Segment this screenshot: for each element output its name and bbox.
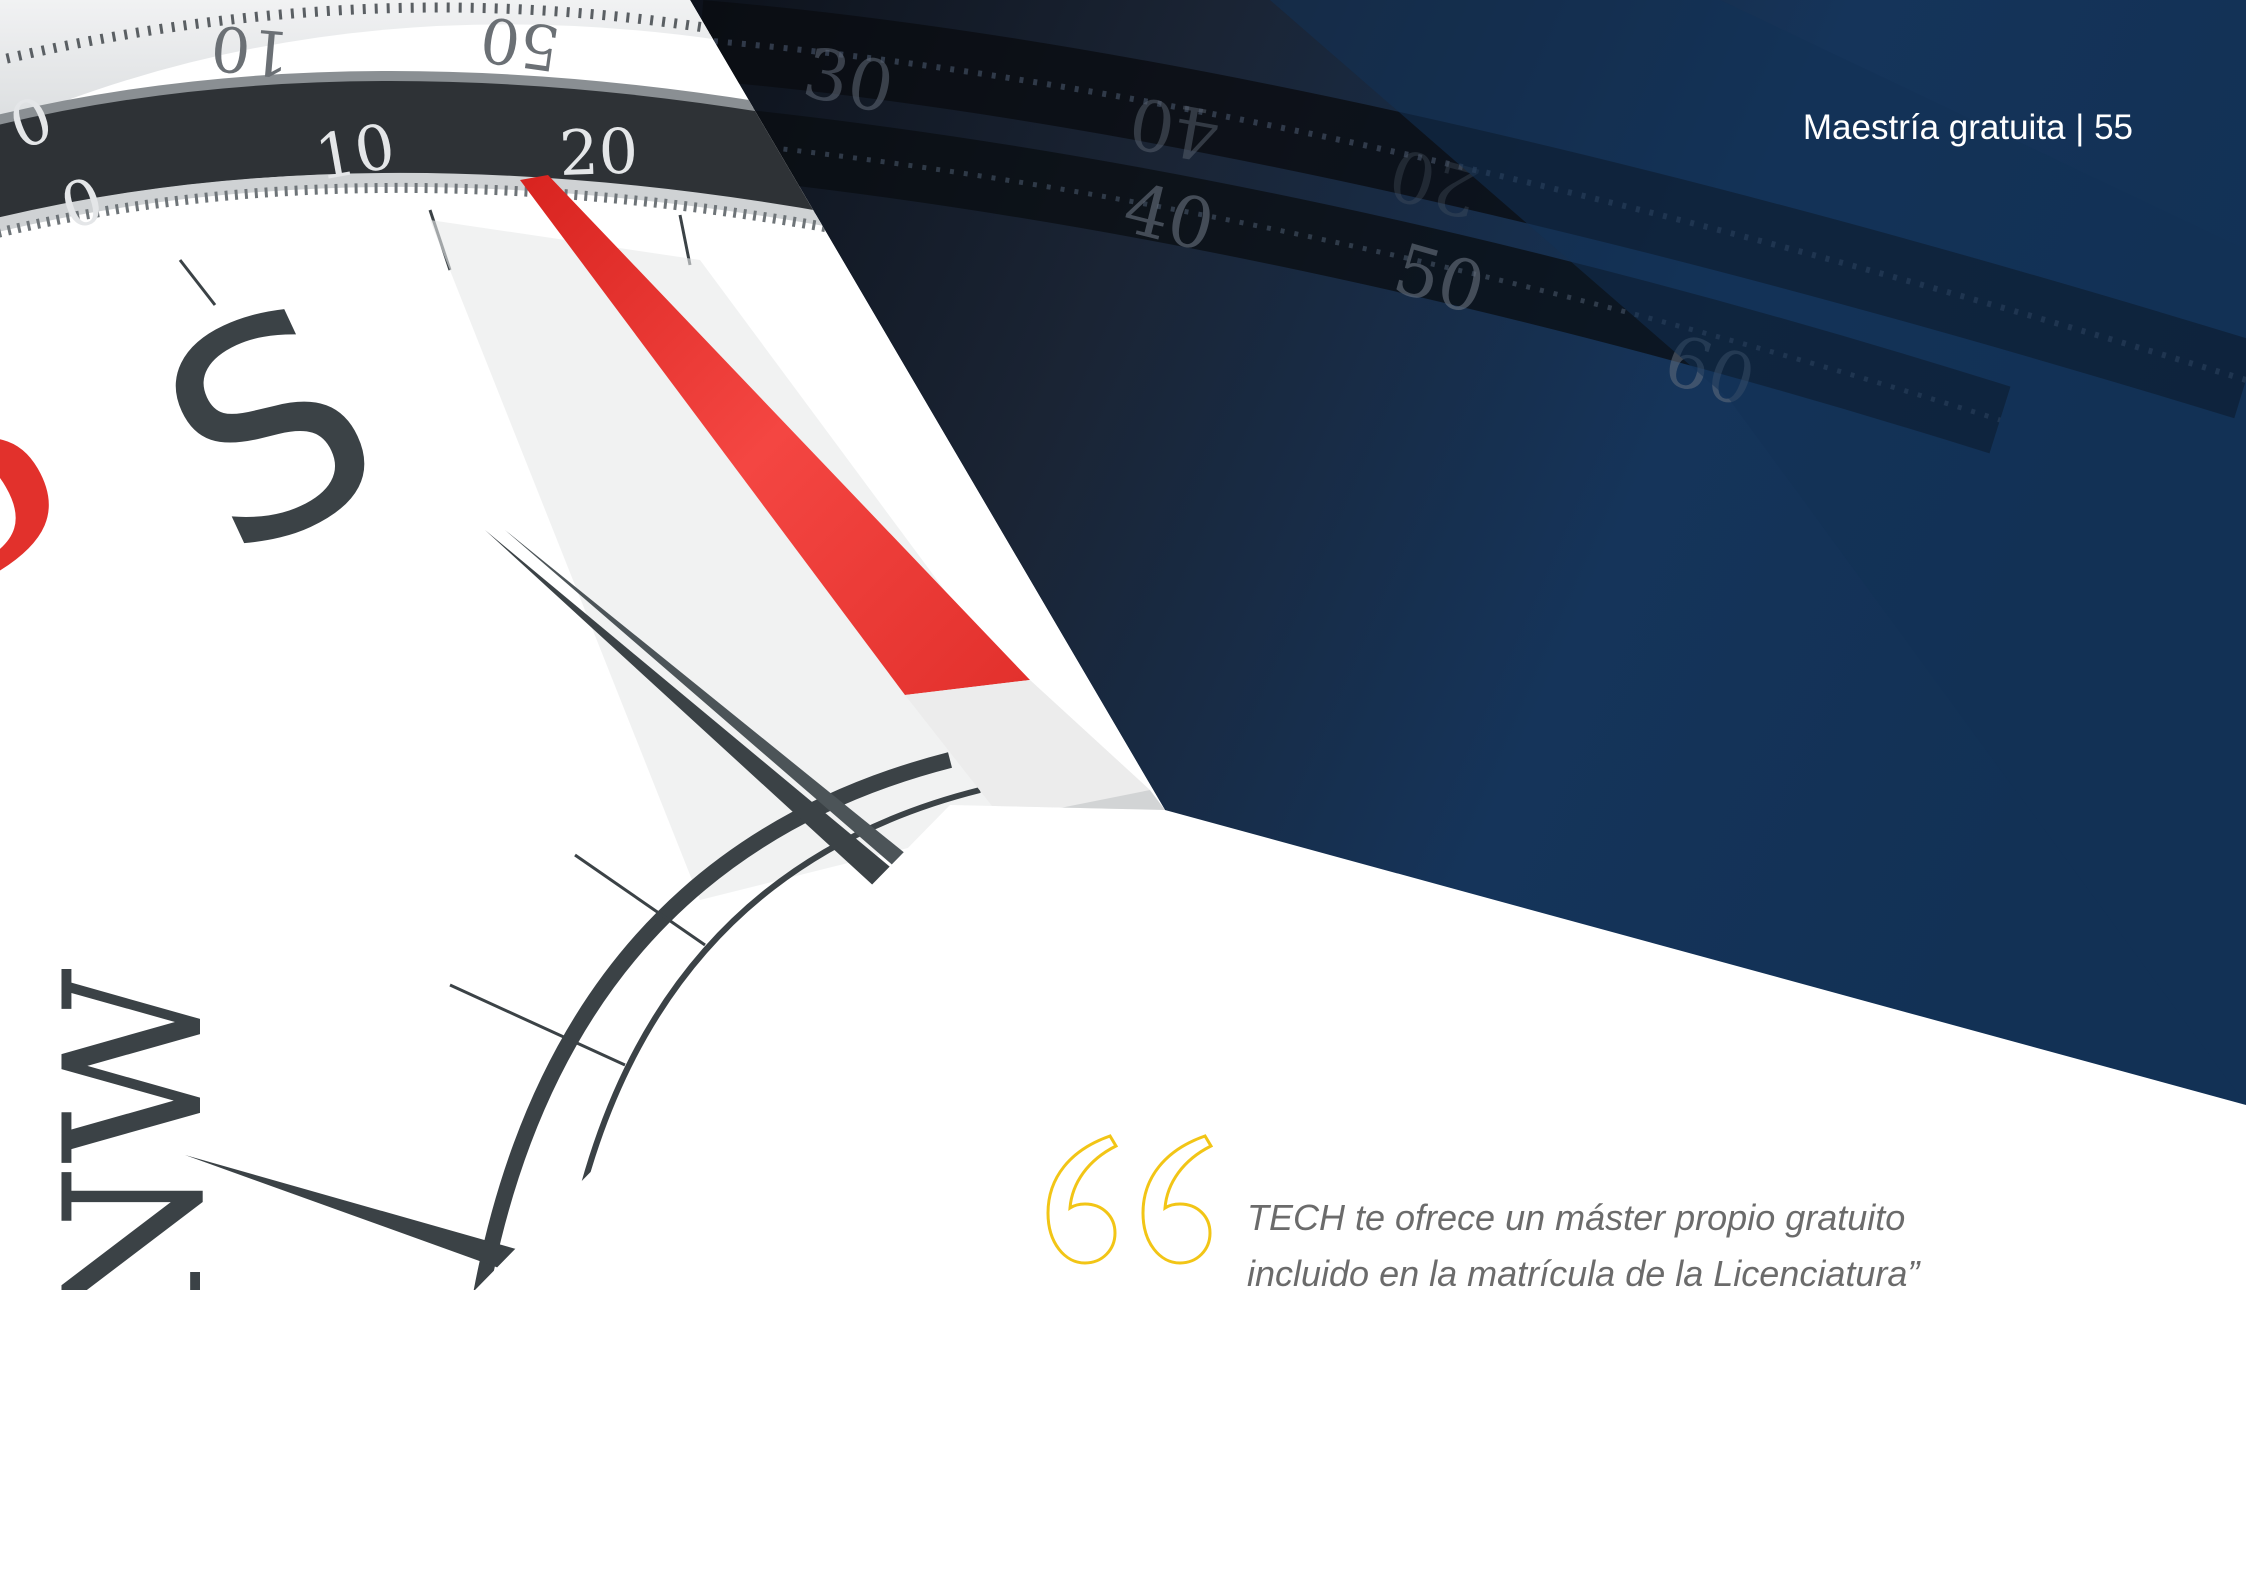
quote-block: TECH te ofrece un máster propio gratuito… [1040,1128,2040,1294]
svg-text:NW: NW [24,968,245,1330]
page-section-label: Maestría gratuita | 55 [1802,108,2133,147]
svg-text:50: 50 [476,2,564,85]
svg-text:10: 10 [310,109,400,195]
svg-text:40: 40 [1123,80,1225,176]
svg-text:20: 20 [558,114,639,190]
svg-text:30: 30 [796,31,900,130]
quote-mark-icon [1046,1134,1214,1265]
quote-text: TECH te ofrece un máster propio gratuito… [1247,1197,1920,1294]
svg-text:10: 10 [208,11,293,91]
